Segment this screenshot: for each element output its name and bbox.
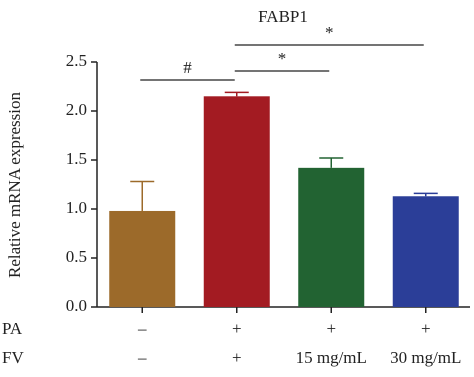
y-tick-label: 0.5 [66,247,87,266]
condition-value: – [137,319,147,338]
y-tick-label: 0.0 [66,296,87,315]
condition-value: + [326,319,336,338]
condition-value: + [232,348,242,367]
significance-label: # [183,58,192,77]
chart-title: FABP1 [258,7,308,26]
condition-label: PA [2,319,23,338]
bar [392,196,459,307]
y-axis-label: Relative mRNA expression [5,91,24,278]
condition-value: + [421,319,431,338]
significance-label: * [325,23,334,42]
significance-label: * [278,49,287,68]
bar [203,96,270,307]
condition-value: 15 mg/mL [296,348,367,367]
condition-value: – [137,348,147,367]
y-tick-label: 2.0 [66,100,87,119]
bar [109,210,176,307]
condition-value: + [232,319,242,338]
bar [298,167,365,307]
condition-value: 30 mg/mL [390,348,461,367]
y-tick-label: 2.5 [66,51,87,70]
y-tick-label: 1.0 [66,198,87,217]
condition-label: FV [2,348,24,367]
y-tick-label: 1.5 [66,149,87,168]
